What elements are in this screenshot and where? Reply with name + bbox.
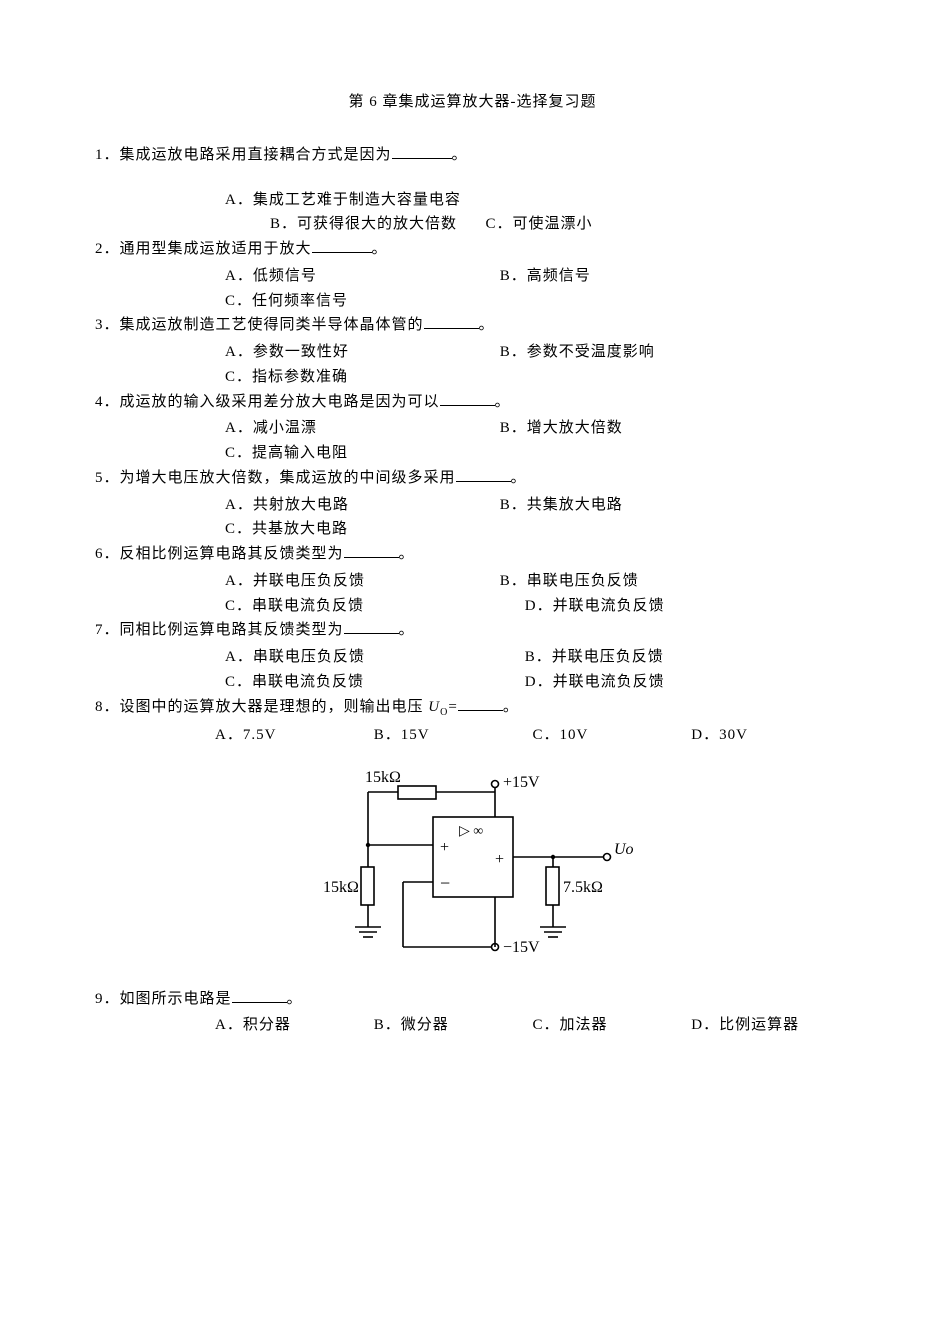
q7-opt-row2: C．串联电流负反馈 D．并联电流负反馈 [225, 670, 850, 695]
q3-end: 。 [479, 317, 495, 333]
q9-options: A．积分器 B．微分器 C．加法器 D．比例运算器 [215, 1013, 850, 1038]
q8-opt-c: C．10V [533, 723, 692, 748]
q5-opt-c: C．共基放大电路 [225, 517, 850, 542]
question-8: 8．设图中的运算放大器是理想的，则输出电压 UO=。 [95, 695, 850, 722]
q8-eq: = [448, 699, 457, 715]
q2-opt-a: A．低频信号 [225, 264, 495, 289]
q1-opt-a: A．集成工艺难于制造大容量电容 [225, 188, 850, 213]
q4-opt-b: B．增大放大倍数 [500, 420, 623, 436]
blank [344, 621, 399, 635]
q3-opt-a: A．参数一致性好 [225, 340, 495, 365]
q6-opt-d: D．并联电流负反馈 [525, 598, 665, 614]
question-1: 1．集成运放电路采用直接耦合方式是因为 。 [95, 143, 850, 168]
q6-text: 6．反相比例运算电路其反馈类型为 [95, 546, 344, 562]
q4-opt-row1: A．减小温漂 B．增大放大倍数 [225, 416, 850, 441]
q5-opt-b: B．共集放大电路 [500, 497, 623, 513]
q6-end: 。 [399, 546, 415, 562]
q8-opt-a: A．7.5V [215, 723, 374, 748]
q4-opt-c: C．提高输入电阻 [225, 441, 850, 466]
q6-opt-a: A．并联电压负反馈 [225, 569, 495, 594]
label-r2: 15kΩ [323, 879, 359, 896]
label-plus-out: + [495, 851, 504, 868]
q9-opt-c: C．加法器 [533, 1013, 692, 1038]
q5-text: 5．为增大电压放大倍数，集成运放的中间级多采用 [95, 470, 456, 486]
q1-opt-b: B．可获得很大的放大倍数 [270, 216, 457, 232]
blank [232, 989, 287, 1003]
q7-opt-b: B．并联电压负反馈 [525, 649, 664, 665]
label-minus-in: − [440, 873, 450, 893]
label-inf: ▷ ∞ [459, 824, 483, 839]
q8-uo: U [428, 699, 440, 715]
q3-opt-row1: A．参数一致性好 B．参数不受温度影响 [225, 340, 850, 365]
q9-opt-b: B．微分器 [374, 1013, 533, 1038]
q7-text: 7．同相比例运算电路其反馈类型为 [95, 622, 344, 638]
q2-end: 。 [372, 241, 388, 257]
q3-opt-b: B．参数不受温度影响 [500, 344, 655, 360]
q6-opt-c: C．串联电流负反馈 [225, 594, 520, 619]
label-vplus: +15V [503, 774, 540, 791]
blank [458, 697, 503, 711]
label-r1: 15kΩ [365, 769, 401, 786]
label-plus-in: + [440, 839, 449, 856]
q7-end: 。 [399, 622, 415, 638]
q6-opt-row2: C．串联电流负反馈 D．并联电流负反馈 [225, 594, 850, 619]
q9-text: 9．如图所示电路是 [95, 991, 232, 1007]
blank [440, 392, 495, 406]
q8-opt-b: B．15V [374, 723, 533, 748]
q8-end: 。 [503, 699, 519, 715]
question-3: 3．集成运放制造工艺使得同类半导体晶体管的 。 [95, 313, 850, 338]
question-6: 6．反相比例运算电路其反馈类型为 。 [95, 542, 850, 567]
q6-opt-row1: A．并联电压负反馈 B．串联电压负反馈 [225, 569, 850, 594]
question-9: 9．如图所示电路是 。 [95, 987, 850, 1012]
label-r3: 7.5kΩ [563, 879, 603, 896]
q8-opt-d: D．30V [691, 723, 850, 748]
q7-opt-c: C．串联电流负反馈 [225, 670, 520, 695]
q1-end: 。 [452, 147, 468, 163]
blank [344, 545, 399, 559]
page-title: 第 6 章集成运算放大器-选择复习题 [95, 90, 850, 115]
q5-opt-a: A．共射放大电路 [225, 493, 495, 518]
question-7: 7．同相比例运算电路其反馈类型为 。 [95, 618, 850, 643]
q4-end: 。 [495, 394, 511, 410]
q9-opt-a: A．积分器 [215, 1013, 374, 1038]
q3-opt-c: C．指标参数准确 [225, 365, 850, 390]
label-vminus: −15V [503, 939, 540, 956]
blank [424, 316, 479, 330]
q2-opt-c: C．任何频率信号 [225, 289, 850, 314]
blank [456, 468, 511, 482]
q7-opt-d: D．并联电流负反馈 [525, 674, 665, 690]
q6-opt-b: B．串联电压负反馈 [500, 573, 639, 589]
q8-text: 8．设图中的运算放大器是理想的，则输出电压 [95, 699, 428, 715]
q9-end: 。 [287, 991, 303, 1007]
q1-opt-bc: B．可获得很大的放大倍数 C．可使温漂小 [270, 212, 850, 237]
q9-opt-d: D．比例运算器 [691, 1013, 850, 1038]
q7-opt-a: A．串联电压负反馈 [225, 645, 520, 670]
blank [392, 145, 452, 159]
q8-options: A．7.5V B．15V C．10V D．30V [215, 723, 850, 748]
q2-opt-b: B．高频信号 [500, 268, 591, 284]
q1-text: 1．集成运放电路采用直接耦合方式是因为 [95, 147, 392, 163]
circuit-diagram: +15V 15kΩ 15kΩ ▷ ∞ + − + −15V Uo [95, 762, 850, 969]
q2-opt-row1: A．低频信号 B．高频信号 [225, 264, 850, 289]
q4-text: 4．成运放的输入级采用差分放大电路是因为可以 [95, 394, 440, 410]
question-5: 5．为增大电压放大倍数，集成运放的中间级多采用 。 [95, 466, 850, 491]
question-2: 2．通用型集成运放适用于放大 。 [95, 237, 850, 262]
label-uo: Uo [614, 841, 634, 858]
q3-text: 3．集成运放制造工艺使得同类半导体晶体管的 [95, 317, 424, 333]
blank [312, 240, 372, 254]
q1-opt-c: C．可使温漂小 [486, 216, 593, 232]
question-4: 4．成运放的输入级采用差分放大电路是因为可以 。 [95, 390, 850, 415]
q7-opt-row1: A．串联电压负反馈 B．并联电压负反馈 [225, 645, 850, 670]
q2-text: 2．通用型集成运放适用于放大 [95, 241, 312, 257]
q5-opt-row1: A．共射放大电路 B．共集放大电路 [225, 493, 850, 518]
q5-end: 。 [511, 470, 527, 486]
q4-opt-a: A．减小温漂 [225, 416, 495, 441]
